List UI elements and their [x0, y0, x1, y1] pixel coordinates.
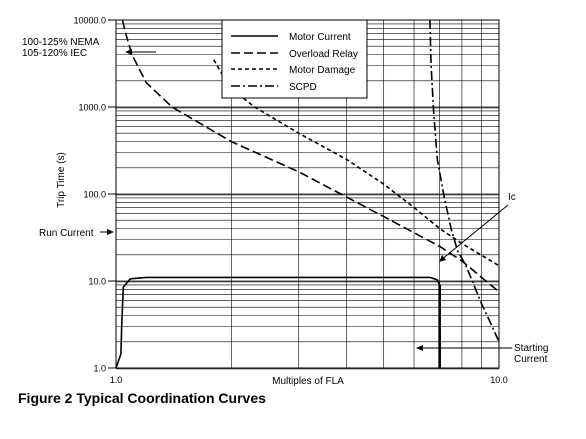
- y-tick-label: 10.0: [88, 277, 106, 287]
- legend: Motor Current Overload Relay Motor Damag…: [221, 19, 368, 99]
- y-tick-label: 10000.0: [73, 16, 106, 26]
- series-line-overload-relay: [121, 19, 500, 293]
- x-axis-label: Multiples of FLA: [272, 376, 344, 387]
- legend-label-motor-damage: Motor Damage: [289, 65, 356, 76]
- legend-box: [221, 19, 368, 99]
- arrow-starting-head: [416, 345, 423, 351]
- x-tick-label: 1.0: [110, 375, 123, 385]
- arrow-ic-line: [440, 204, 509, 261]
- coordination-chart: Motor Current Overload Relay Motor Damag…: [22, 16, 548, 388]
- series-line-scpd: [429, 19, 500, 343]
- arrow-ic-head: [439, 255, 446, 262]
- arrow-run-current-head: [107, 229, 114, 235]
- y-tick-label: 100.0: [83, 190, 106, 200]
- legend-label-scpd: SCPD: [289, 82, 317, 93]
- y-tick-label: 1.0: [93, 364, 106, 374]
- arrow-nema-head: [125, 49, 132, 55]
- x-tick-label: 10.0: [490, 375, 508, 385]
- annotation-current: Current: [514, 354, 548, 365]
- annotation-ic: Ic: [508, 192, 516, 203]
- series-layer: [115, 19, 500, 369]
- annotation-run-current: Run Current: [39, 228, 94, 239]
- series-line-motor-current: [115, 276, 441, 369]
- x-axis-ticks: 1.0 10.0: [110, 375, 508, 385]
- figure-caption: Figure 2 Typical Coordination Curves: [18, 390, 266, 406]
- annotation-iec: 105-120% IEC: [22, 48, 87, 59]
- annotations: 100-125% NEMA 105-120% IEC Run Current I…: [22, 37, 548, 365]
- legend-label-overload-relay: Overload Relay: [289, 49, 358, 60]
- y-axis-ticks: 1.0 10.0 100.0 1000.0 10000.0: [73, 16, 116, 374]
- y-tick-label: 1000.0: [78, 103, 106, 113]
- annotation-starting: Starting: [514, 343, 548, 354]
- legend-label-motor-current: Motor Current: [289, 32, 351, 43]
- y-axis-label: Trip Time (s): [56, 152, 67, 208]
- chart-grid: [115, 20, 500, 370]
- annotation-nema: 100-125% NEMA: [22, 37, 100, 48]
